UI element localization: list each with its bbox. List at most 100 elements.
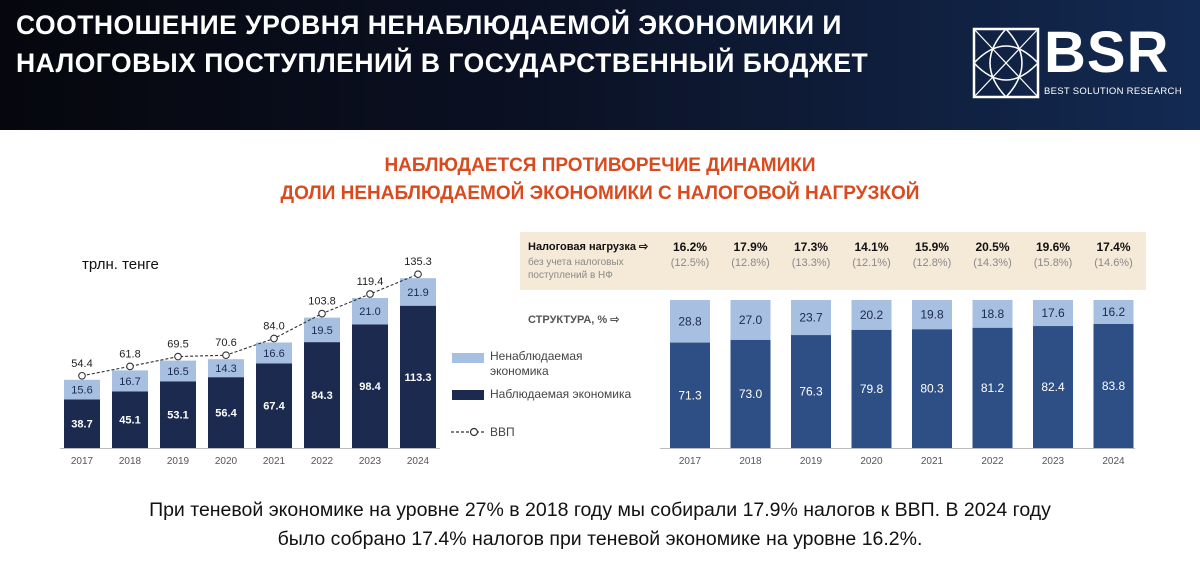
structure-label-shadow-2017: 28.8 — [678, 314, 702, 328]
gdp-label-2018: 61.8 — [119, 348, 140, 360]
structure-label-shadow-2019: 23.7 — [799, 311, 823, 325]
structure-label-observed-2022: 81.2 — [981, 381, 1005, 395]
logo-text: BSR — [1044, 20, 1170, 85]
tax-burden-subvalue-2018: (12.8%) — [731, 257, 770, 269]
header-banner: СООТНОШЕНИЕ УРОВНЯ НЕНАБЛЮДАЕМОЙ ЭКОНОМИ… — [0, 0, 1200, 130]
label-shadow-2024: 21.9 — [407, 287, 428, 299]
structure-bar-shadow-2022 — [972, 300, 1013, 328]
tax-burden-value-2017: 16.2% — [672, 240, 708, 254]
tax-burden-subvalue-2019: (13.3%) — [791, 257, 831, 269]
gdp-point-2020 — [222, 351, 230, 360]
gdp-line — [81, 273, 419, 377]
label-observed-2022: 84.3 — [311, 390, 332, 402]
structure-label-observed-2024: 83.8 — [1102, 379, 1126, 393]
legend-swatch-shadow — [452, 353, 484, 363]
tax-burden-value-2022: 20.5% — [975, 240, 1010, 254]
gdp-point-2023 — [366, 290, 374, 298]
gdp-label-2019: 69.5 — [167, 339, 188, 351]
tax-burden-subvalue-2020: (12.1%) — [852, 257, 891, 269]
tax-burden-subvalue-2017: (12.5%) — [670, 257, 710, 269]
tax-burden-value-2021: 15.9% — [914, 240, 950, 254]
bar-observed-2017 — [64, 399, 100, 448]
structure-bar-shadow-2017 — [670, 300, 710, 343]
legend-swatch-observed — [452, 390, 484, 400]
structure-bar-observed-2019 — [791, 335, 831, 448]
gdp-label-2023: 119.4 — [357, 276, 384, 288]
bar-observed-2020 — [208, 377, 244, 448]
gdp-label-2017: 54.4 — [71, 358, 92, 370]
logo-emblem-icon — [972, 27, 1040, 99]
label-shadow-2021: 16.6 — [263, 348, 284, 360]
structure-x-tick-2024: 2024 — [1102, 456, 1125, 467]
bar-shadow-2019 — [160, 360, 196, 382]
bar-shadow-2018 — [112, 370, 148, 392]
tax-burden-label: Налоговая нагрузка ⇨ — [528, 241, 649, 253]
gdp-point-2018 — [126, 362, 134, 371]
footer-line-1: При теневой экономике на уровне 27% в 20… — [149, 499, 1051, 521]
bar-observed-2019 — [160, 381, 196, 448]
structure-bar-shadow-2023 — [1033, 300, 1073, 327]
legend-label-observed: Наблюдаемая экономика — [490, 387, 632, 401]
structure-bar-observed-2018 — [730, 339, 771, 448]
legend-gdp-line-icon — [451, 427, 485, 437]
label-shadow-2017: 15.6 — [71, 385, 92, 397]
structure-bar-observed-2021 — [912, 329, 952, 448]
gdp-point-2022 — [318, 309, 326, 318]
structure-bar-shadow-2019 — [791, 300, 831, 336]
tax-burden-value-2023: 19.6% — [1035, 240, 1071, 254]
gdp-point-2021 — [270, 334, 278, 343]
structure-x-tick-2017: 2017 — [679, 456, 702, 467]
page-title: СООТНОШЕНИЕ УРОВНЯ НЕНАБЛЮДАЕМОЙ ЭКОНОМИ… — [16, 10, 869, 78]
label-shadow-2023: 21.0 — [359, 306, 380, 318]
structure-label-observed-2019: 76.3 — [799, 385, 823, 399]
bar-observed-2021 — [256, 363, 292, 448]
subtitle-line-1: НАБЛЮДАЕТСЯ ПРОТИВОРЕЧИЕ ДИНАМИКИ — [384, 155, 816, 176]
footer-line-2: было собрано 17.4% налогов при теневой э… — [277, 528, 923, 550]
structure-bar-shadow-2021 — [912, 300, 952, 330]
legend-label-shadow: Ненаблюдаемая экономика — [490, 349, 583, 378]
structure-bar-observed-2023 — [1033, 326, 1073, 448]
structure-label: СТРУКТУРА, % ⇨ — [528, 313, 619, 326]
structure-label-shadow-2022: 18.8 — [981, 307, 1005, 321]
structure-bar-observed-2022 — [972, 327, 1013, 448]
arrow-right-icon: ⇨ — [610, 314, 620, 326]
units-label: трлн. тенге — [82, 256, 159, 273]
label-observed-2021: 67.4 — [263, 401, 285, 413]
gdp-label-2020: 70.6 — [215, 337, 236, 349]
label-observed-2017: 38.7 — [71, 419, 92, 431]
structure-x-tick-2023: 2023 — [1042, 456, 1065, 467]
label-observed-2023: 98.4 — [359, 381, 381, 393]
logo-subtitle: BEST SOLUTION RESEARCH — [1044, 86, 1182, 97]
gdp-point-2017 — [78, 371, 86, 380]
tax-burden-value-2024: 17.4% — [1096, 240, 1131, 254]
gdp-point-2024 — [414, 270, 422, 279]
structure-label-shadow-2024: 16.2 — [1102, 305, 1126, 319]
tax-burden-subvalue-2022: (14.3%) — [973, 257, 1012, 269]
x-tick-2024: 2024 — [407, 456, 430, 467]
structure-bar-observed-2017 — [670, 342, 710, 448]
gdp-point-2019 — [174, 352, 182, 361]
label-shadow-2018: 16.7 — [119, 376, 140, 388]
tax-burden-subvalue-2021: (12.8%) — [912, 257, 952, 269]
legend-label-gdp: ВВП — [490, 425, 515, 439]
tax-burden-sublabel: без учета налоговых поступлений в НФ — [528, 257, 624, 281]
structure-label-shadow-2018: 27.0 — [739, 313, 763, 327]
label-observed-2020: 56.4 — [215, 408, 237, 420]
x-tick-2021: 2021 — [263, 456, 286, 467]
x-tick-2020: 2020 — [215, 456, 238, 467]
structure-label-shadow-2020: 20.2 — [860, 308, 884, 322]
structure-label-observed-2018: 73.0 — [739, 387, 763, 401]
bar-shadow-2017 — [64, 379, 100, 400]
x-tick-2023: 2023 — [359, 456, 382, 467]
bar-shadow-2021 — [256, 342, 292, 364]
bar-shadow-2022 — [304, 317, 340, 343]
label-shadow-2019: 16.5 — [167, 366, 188, 378]
x-tick-2019: 2019 — [167, 456, 190, 467]
structure-bar-observed-2024 — [1093, 323, 1134, 448]
label-observed-2018: 45.1 — [119, 415, 140, 427]
structure-x-tick-2021: 2021 — [921, 456, 944, 467]
tax-burden-subvalue-2024: (14.6%) — [1094, 257, 1133, 269]
bsr-logo: BSR BEST SOLUTION RESEARCH — [972, 21, 1184, 101]
tax-burden-band — [520, 232, 1146, 290]
